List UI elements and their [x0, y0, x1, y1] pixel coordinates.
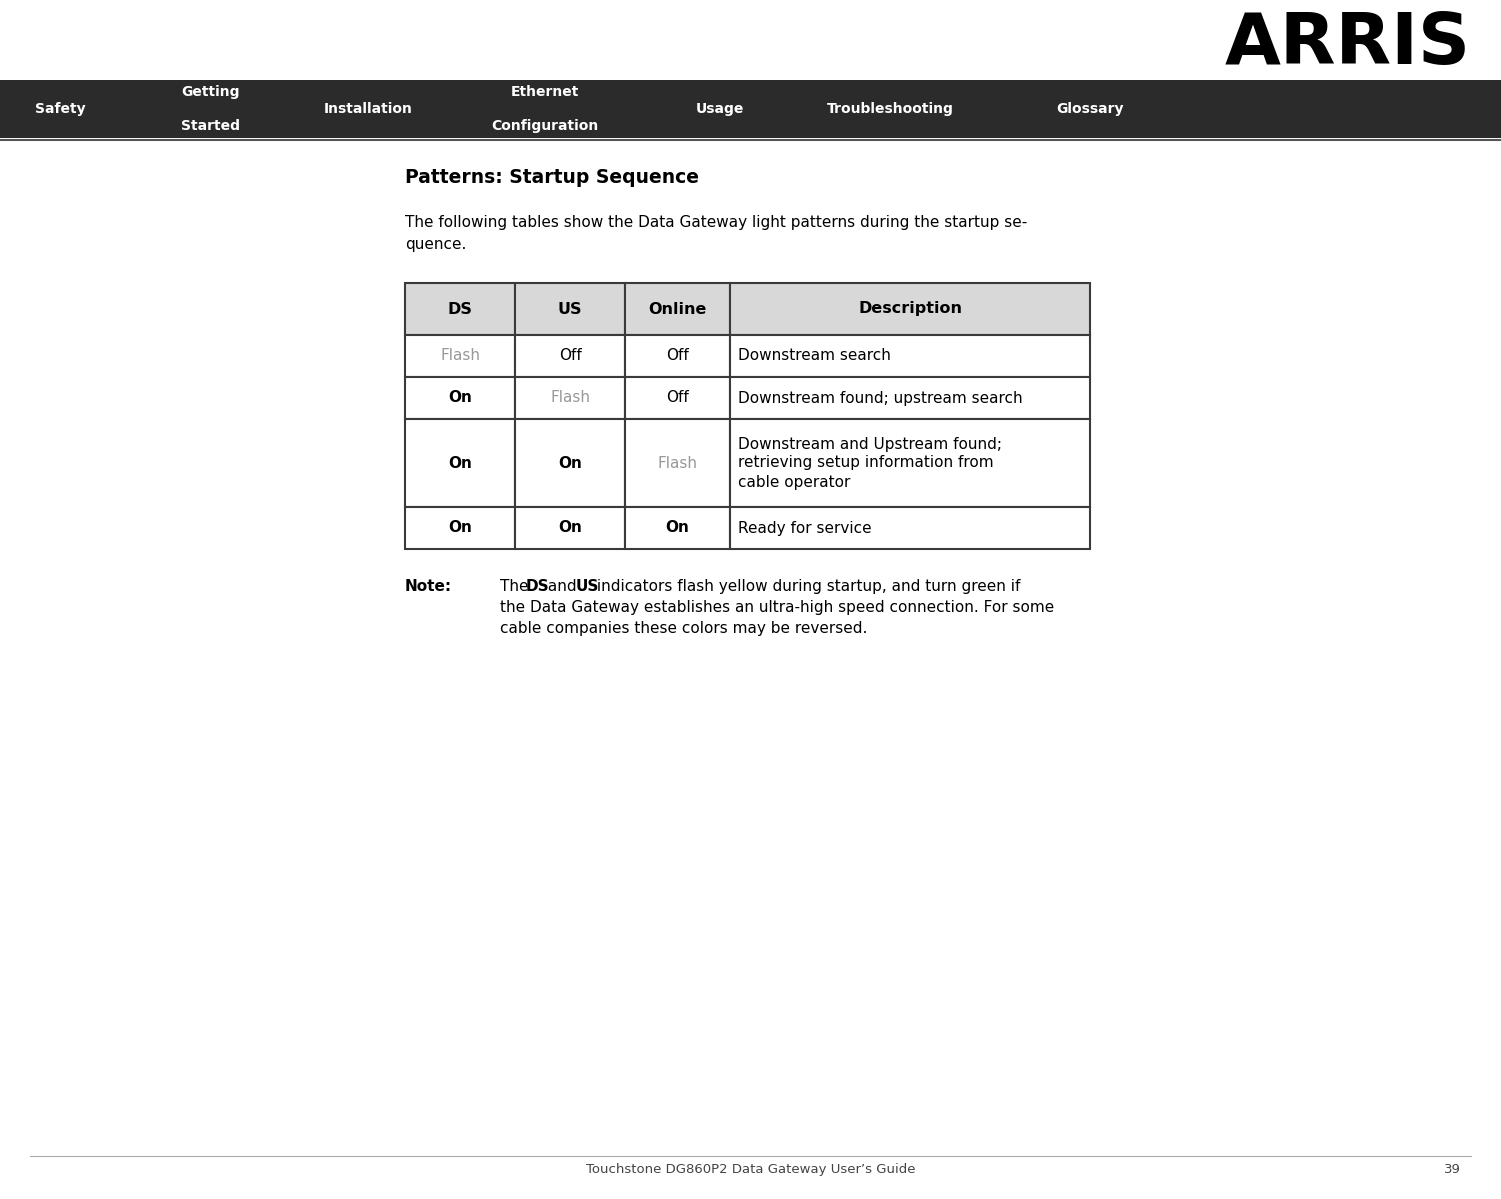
Text: Flash: Flash: [657, 456, 698, 470]
Bar: [729, 283, 1090, 335]
Text: The: The: [500, 579, 533, 594]
Text: US: US: [575, 579, 599, 594]
Bar: [405, 376, 515, 418]
Text: Started: Started: [180, 119, 240, 133]
Text: Safety: Safety: [35, 102, 86, 116]
Text: Configuration: Configuration: [491, 119, 599, 133]
Text: Off: Off: [666, 349, 689, 363]
Text: Note:: Note:: [405, 579, 452, 594]
Text: 39: 39: [1444, 1163, 1460, 1176]
Bar: [624, 376, 729, 418]
Text: quence.: quence.: [405, 237, 467, 252]
Bar: [515, 507, 624, 549]
Text: Ready for service: Ready for service: [738, 520, 872, 536]
Text: Off: Off: [558, 349, 581, 363]
Text: and: and: [543, 579, 581, 594]
Text: the Data Gateway establishes an ultra-high speed connection. For some: the Data Gateway establishes an ultra-hi…: [500, 600, 1054, 615]
Text: Glossary: Glossary: [1057, 102, 1124, 116]
Text: On: On: [449, 520, 471, 536]
Text: indicators flash yellow during startup, and turn green if: indicators flash yellow during startup, …: [593, 579, 1021, 594]
Bar: [729, 418, 1090, 507]
Bar: [0, 80, 1501, 138]
Bar: [515, 335, 624, 376]
Text: Troubleshooting: Troubleshooting: [827, 102, 953, 116]
Text: Flash: Flash: [440, 349, 480, 363]
Bar: [729, 507, 1090, 549]
Text: DS: DS: [447, 301, 473, 317]
Text: The following tables show the Data Gateway light patterns during the startup se-: The following tables show the Data Gatew…: [405, 215, 1027, 230]
Text: On: On: [558, 520, 582, 536]
Text: Downstream and Upstream found;: Downstream and Upstream found;: [738, 436, 1003, 452]
Text: US: US: [558, 301, 582, 317]
Text: Description: Description: [859, 301, 962, 317]
Bar: [405, 335, 515, 376]
Bar: [729, 376, 1090, 418]
Text: Online: Online: [648, 301, 707, 317]
Bar: [515, 418, 624, 507]
Bar: [405, 418, 515, 507]
Text: cable operator: cable operator: [738, 475, 851, 489]
Bar: [624, 335, 729, 376]
Text: Installation: Installation: [324, 102, 413, 116]
Text: DS: DS: [525, 579, 549, 594]
Text: Getting: Getting: [180, 85, 239, 100]
Bar: [624, 418, 729, 507]
Text: Touchstone DG860P2 Data Gateway User’s Guide: Touchstone DG860P2 Data Gateway User’s G…: [585, 1163, 916, 1176]
Text: cable companies these colors may be reversed.: cable companies these colors may be reve…: [500, 621, 868, 635]
Bar: [515, 283, 624, 335]
Text: Usage: Usage: [696, 102, 744, 116]
Text: On: On: [558, 456, 582, 470]
Bar: [405, 283, 515, 335]
Text: retrieving setup information from: retrieving setup information from: [738, 456, 994, 470]
Text: Ethernet: Ethernet: [510, 85, 579, 100]
Text: Downstream found; upstream search: Downstream found; upstream search: [738, 391, 1022, 405]
Text: Off: Off: [666, 391, 689, 405]
Bar: [405, 507, 515, 549]
Bar: [624, 507, 729, 549]
Bar: [515, 376, 624, 418]
Text: On: On: [449, 456, 471, 470]
Text: Downstream search: Downstream search: [738, 349, 892, 363]
Text: Patterns: Startup Sequence: Patterns: Startup Sequence: [405, 168, 699, 187]
Text: Flash: Flash: [549, 391, 590, 405]
Text: On: On: [449, 391, 471, 405]
Text: On: On: [665, 520, 689, 536]
Bar: [624, 283, 729, 335]
Bar: [729, 335, 1090, 376]
Text: ARRIS: ARRIS: [1225, 10, 1471, 79]
